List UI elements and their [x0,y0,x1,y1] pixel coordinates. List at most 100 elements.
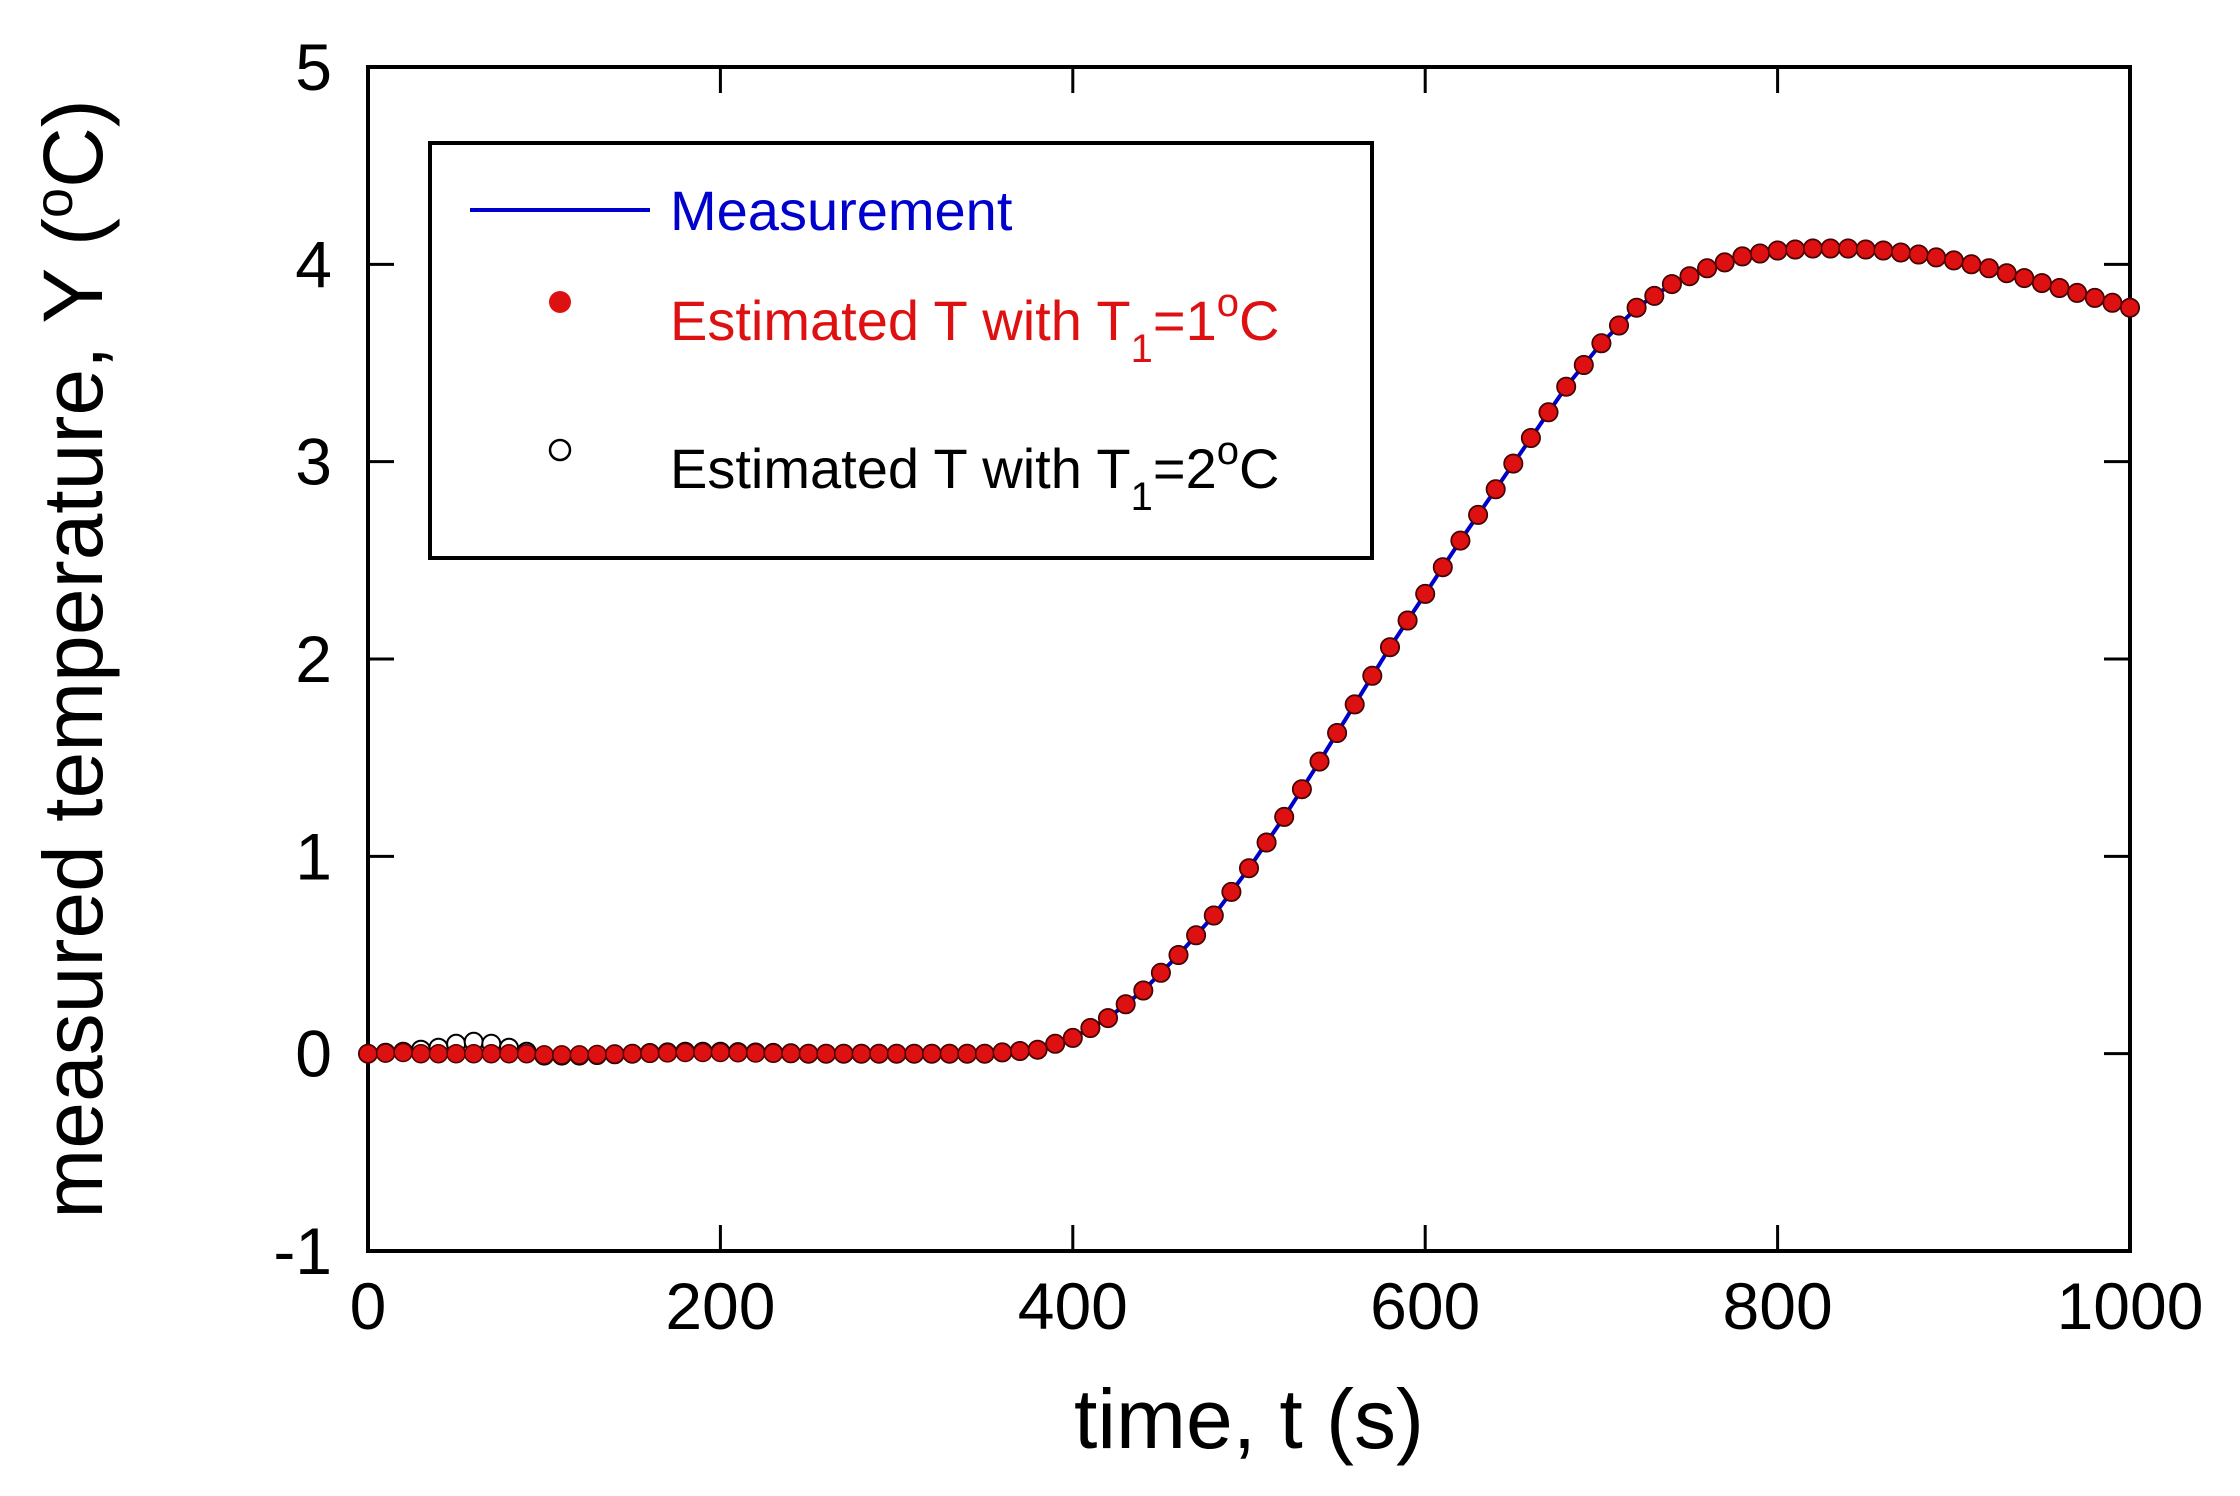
point-estimated-t1-1 [886,1043,907,1064]
point-estimated-t1-1 [974,1043,995,1064]
y-axis-title-sup: o [24,188,84,218]
point-estimated-t1-1 [1609,315,1629,336]
point-estimated-t1-1 [2085,288,2105,308]
x-tick-label: 1000 [2057,1269,2204,1343]
point-estimated-t1-1 [1221,882,1242,902]
point-estimated-t1-1 [781,1043,801,1064]
point-estimated-t1-1 [2032,273,2052,293]
point-estimated-t1-1 [1380,637,1400,657]
point-estimated-t1-1 [693,1042,713,1063]
point-estimated-t1-1 [1679,266,1700,286]
point-estimated-t1-1 [1662,274,1682,294]
legend-label-estimated-t1-1: Estimated T with T1=1oC [670,281,1279,371]
legend-swatch-estimated-t1-1 [549,291,571,313]
legend-t1-2-mid: =2 [1153,437,1217,500]
point-estimated-t1-1 [640,1043,660,1064]
point-estimated-t1-1 [851,1043,872,1064]
legend-t1-1-mid: =1 [1153,289,1217,352]
point-estimated-t1-1 [1204,905,1224,926]
x-tick-label: 800 [1723,1269,1833,1343]
y-tick-label: 5 [295,30,332,104]
point-estimated-t1-1 [428,1043,449,1064]
point-estimated-t1-1 [2049,278,2070,298]
point-estimated-t1-1 [763,1043,784,1063]
point-estimated-t1-1 [534,1045,554,1065]
point-estimated-t1-1 [1908,244,1929,265]
point-estimated-t1-1 [1996,263,2017,283]
legend-t1-2-tail: C [1239,437,1279,500]
point-estimated-t1-1 [922,1043,942,1064]
y-tick-label: 3 [295,425,332,499]
point-estimated-t1-1 [1521,428,1541,448]
point-estimated-t1-1 [675,1042,695,1063]
point-estimated-t1-1 [622,1043,643,1064]
y-tick-label: 0 [295,1017,332,1091]
point-estimated-t1-1 [1714,252,1735,273]
point-estimated-t1-1 [1926,247,1946,268]
x-tick-label: 400 [1018,1269,1128,1343]
point-estimated-t1-1 [1873,240,1894,261]
point-estimated-t1-1 [411,1043,431,1064]
point-estimated-t1-1 [1556,376,1576,397]
point-estimated-t1-1 [2102,293,2123,313]
point-estimated-t1-1 [516,1043,537,1064]
point-estimated-t1-1 [552,1045,572,1065]
point-estimated-t1-1 [1415,584,1435,604]
legend-t1-1-sub: 1 [1131,327,1153,371]
point-estimated-t1-1 [1944,250,1964,271]
x-tick-label: 600 [1370,1269,1480,1343]
point-estimated-t1-1 [1697,258,1717,279]
legend-t1-2-sup: o [1217,429,1239,473]
point-estimated-t1-1 [1274,807,1294,827]
point-estimated-t1-1 [1151,963,1171,983]
x-axis-title: time, t (s) [1074,1372,1424,1466]
point-estimated-t1-1 [1292,779,1312,799]
point-estimated-t1-1 [499,1043,519,1064]
x-tick-labels: 0 200 400 600 800 1000 [350,1269,2204,1343]
point-estimated-t1-1 [2014,268,2035,288]
point-estimated-t1-1 [2067,283,2087,303]
point-estimated-t1-1 [1115,994,1136,1015]
point-estimated-t1-1 [1574,355,1594,375]
point-estimated-t1-1 [1732,246,1753,267]
legend-t1-1-tail: C [1239,289,1279,352]
point-estimated-t1-1 [1891,242,1911,263]
legend-swatch-estimated-t1-2 [548,438,572,462]
point-estimated-t1-1 [1433,557,1453,577]
point-estimated-t1-1 [1450,530,1471,551]
point-estimated-t1-1 [1803,238,1823,259]
y-tick-label: 4 [295,227,332,301]
y-axis-title: measured temperature, Y (oC) [24,99,120,1218]
point-estimated-t1-1 [816,1043,836,1064]
point-estimated-t1-1 [1309,751,1330,772]
series-layer [358,238,2140,1066]
point-estimated-t1-1 [904,1043,924,1064]
legend-label-estimated-t1-2: Estimated T with T1=2oC [670,429,1279,519]
point-estimated-t1-1 [1010,1041,1030,1061]
point-estimated-t1-1 [1098,1008,1118,1028]
point-estimated-t1-1 [1239,858,1259,878]
point-estimated-t1-1 [1397,610,1418,631]
point-estimated-t1-1 [728,1042,748,1063]
point-estimated-t1-1 [1256,832,1277,853]
point-estimated-t1-1 [657,1043,678,1063]
point-estimated-t1-1 [798,1043,819,1064]
series-estimated-t1-1 [358,238,2140,1065]
y-axis-title-main: measured temperature, Y ( [26,218,120,1219]
point-estimated-t1-1 [1362,666,1383,686]
point-estimated-t1-1 [869,1043,889,1064]
point-estimated-t1-1 [1538,402,1559,423]
point-estimated-t1-1 [745,1043,766,1063]
point-estimated-t1-1 [710,1042,731,1063]
point-estimated-t1-1 [1485,479,1506,500]
x-tick-label: 200 [665,1269,775,1343]
point-estimated-t1-1 [446,1043,466,1064]
point-estimated-t1-1 [1838,238,1858,259]
point-estimated-t1-1 [1045,1034,1065,1054]
legend-t1-2-main: Estimated T with T [670,437,1131,500]
legend-box [428,141,1374,560]
legend: Measurement Estimated T with T1=1oC Esti… [428,141,1374,560]
point-estimated-t1-1 [1855,239,1876,260]
point-estimated-t1-1 [358,1043,378,1064]
